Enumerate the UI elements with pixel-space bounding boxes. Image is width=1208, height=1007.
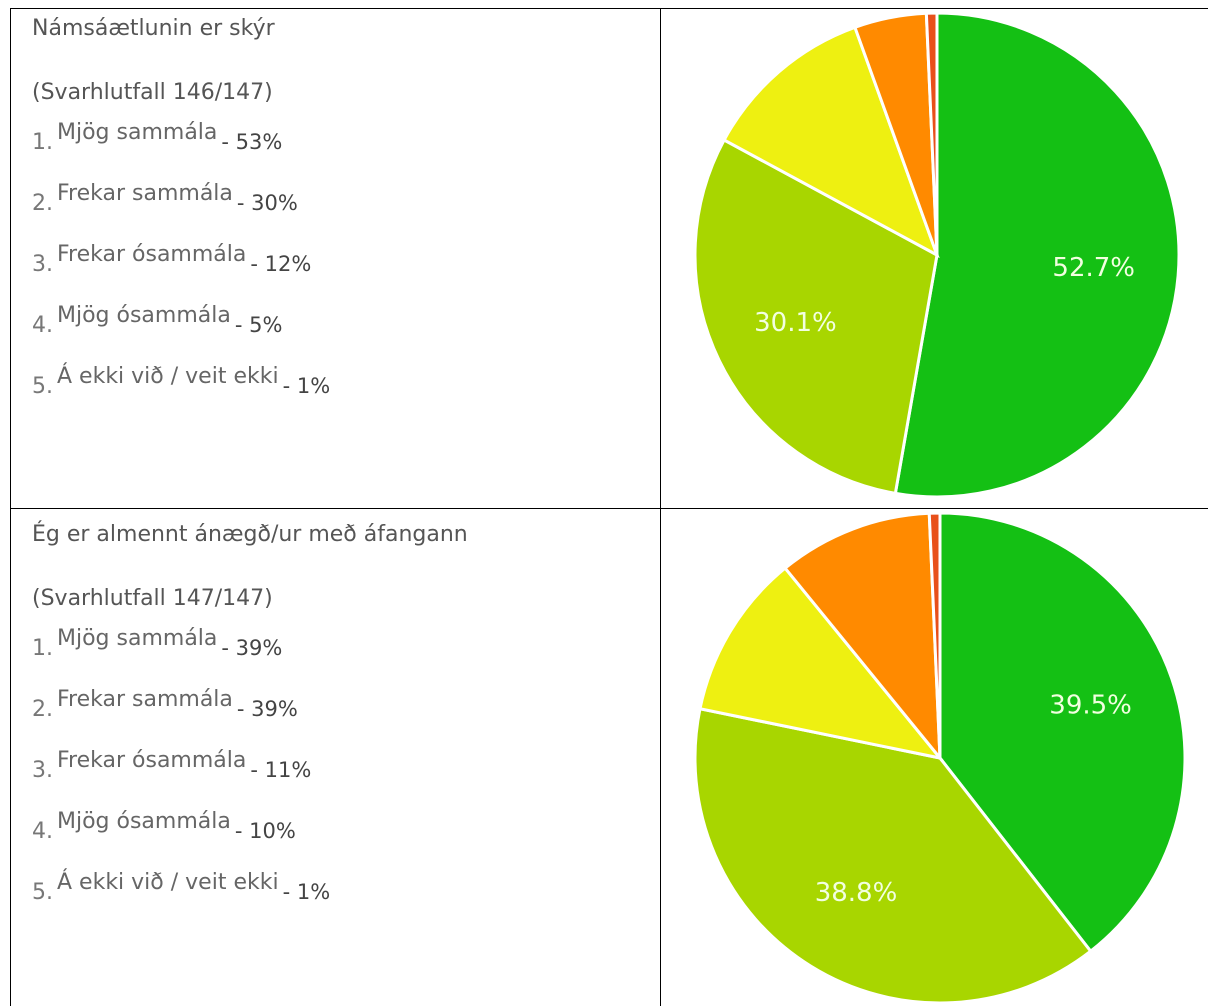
- slice-label: 39.5%: [1049, 691, 1132, 721]
- item-number: 4.: [32, 819, 53, 844]
- pie-slice: [927, 511, 942, 759]
- question-title: Ég er almennt ánægð/ur með áfangann: [32, 522, 468, 547]
- answer-item: 1. Mjög sammála - 53%: [32, 120, 283, 155]
- pie-slice: [783, 511, 942, 763]
- item-share: - 30%: [236, 191, 298, 215]
- item-number: 4.: [32, 313, 53, 338]
- pie-slice: [938, 511, 1187, 954]
- pie-slice: [924, 11, 939, 256]
- item-label: Mjög sammála: [57, 626, 218, 651]
- slice-label: 38.8%: [815, 878, 898, 908]
- table-border: [10, 508, 1208, 509]
- item-number: 2.: [32, 191, 53, 216]
- item-label: Mjög ósammála: [57, 809, 231, 834]
- item-number: 3.: [32, 252, 53, 277]
- answer-item: 1. Mjög sammála - 39%: [32, 626, 283, 661]
- answer-item: 5. Á ekki við / veit ekki - 1%: [32, 364, 331, 399]
- item-label: Frekar ósammála: [57, 748, 247, 773]
- slice-label: 30.1%: [754, 308, 837, 338]
- answer-item: 4. Mjög ósammála - 10%: [32, 809, 296, 844]
- table-border: [660, 8, 661, 1006]
- item-share: - 39%: [221, 636, 283, 660]
- item-share: - 1%: [282, 880, 331, 904]
- pie-slice: [893, 11, 1181, 499]
- item-number: 5.: [32, 374, 53, 399]
- answer-item: 5. Á ekki við / veit ekki - 1%: [32, 870, 331, 905]
- response-rate: (Svarhlutfall 147/147): [32, 586, 273, 611]
- item-label: Frekar sammála: [57, 181, 233, 206]
- item-share: - 39%: [236, 697, 298, 721]
- pie-slice: [693, 137, 939, 496]
- item-label: Á ekki við / veit ekki: [57, 870, 279, 895]
- pie-chart: 39.5% 38.8%: [693, 511, 1187, 1005]
- text-cell: Námsáætlunin er skýr (Svarhlutfall 146/14…: [32, 0, 652, 500]
- pie-slice: [722, 25, 940, 259]
- text-cell: Ég er almennt ánægð/ur með áfangann (Svar…: [32, 506, 652, 1006]
- response-rate: (Svarhlutfall 146/147): [32, 80, 273, 105]
- item-share: - 10%: [234, 819, 296, 843]
- answer-item: 2. Frekar sammála - 30%: [32, 181, 298, 216]
- item-share: - 53%: [221, 130, 283, 154]
- item-share: - 12%: [250, 252, 312, 276]
- item-number: 1.: [32, 130, 53, 155]
- item-share: - 1%: [282, 374, 331, 398]
- item-label: Mjög sammála: [57, 120, 218, 145]
- item-label: Frekar ósammála: [57, 242, 247, 267]
- pie-chart: 52.7% 30.1%: [693, 11, 1181, 499]
- table-border: [10, 8, 1208, 9]
- answer-item: 2. Frekar sammála - 39%: [32, 687, 298, 722]
- item-number: 5.: [32, 880, 53, 905]
- item-share: - 5%: [234, 313, 283, 337]
- item-share: - 11%: [250, 758, 312, 782]
- pie-slice: [693, 706, 1093, 1005]
- item-number: 3.: [32, 758, 53, 783]
- answer-item: 3. Frekar ósammála - 11%: [32, 748, 312, 783]
- item-label: Á ekki við / veit ekki: [57, 364, 279, 389]
- item-label: Mjög ósammála: [57, 303, 231, 328]
- answer-item: 4. Mjög ósammála - 5%: [32, 303, 283, 338]
- answer-item: 3. Frekar ósammála - 12%: [32, 242, 312, 277]
- item-number: 1.: [32, 636, 53, 661]
- item-label: Frekar sammála: [57, 687, 233, 712]
- question-title: Námsáætlunin er skýr: [32, 16, 275, 41]
- item-number: 2.: [32, 697, 53, 722]
- table-border: [10, 8, 11, 1006]
- pie-slice: [698, 566, 944, 761]
- slice-label: 52.7%: [1052, 253, 1135, 283]
